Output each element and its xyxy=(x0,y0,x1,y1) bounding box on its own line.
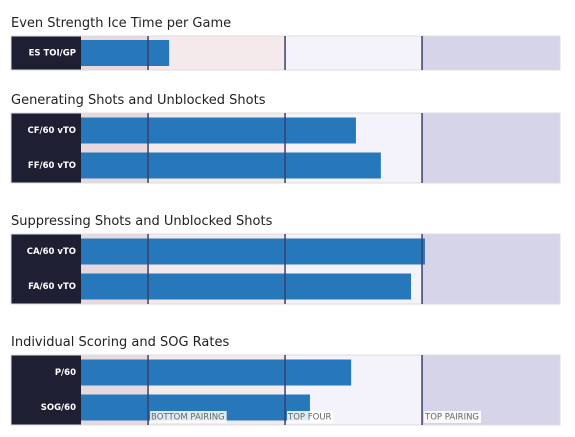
row-label: ES TOI/GP xyxy=(29,49,76,59)
label-column xyxy=(11,36,81,70)
panel-title: Even Strength Ice Time per Game xyxy=(11,16,231,31)
label-column xyxy=(11,355,81,425)
tier-label: BOTTOM PAIRING xyxy=(151,413,225,423)
tier-band xyxy=(148,36,286,70)
bar xyxy=(81,359,352,386)
row-label: CA/60 vTO xyxy=(27,247,76,257)
bar xyxy=(81,238,425,265)
tier-band xyxy=(422,234,560,304)
tier-band xyxy=(422,36,560,70)
bar xyxy=(81,273,412,300)
row-label: P/60 xyxy=(55,368,76,378)
tier-label-bg xyxy=(287,411,334,423)
tier-label: TOP PAIRING xyxy=(424,413,479,423)
panel-title: Individual Scoring and SOG Rates xyxy=(11,335,229,350)
label-column xyxy=(11,234,81,304)
tier-band xyxy=(285,36,423,70)
panel-title: Suppressing Shots and Unblocked Shots xyxy=(11,214,273,229)
tier-band xyxy=(422,113,560,183)
bar xyxy=(81,152,381,179)
tier-label-bg xyxy=(424,411,482,423)
row-label: CF/60 vTO xyxy=(27,126,76,136)
bar xyxy=(81,40,170,66)
bar xyxy=(81,117,356,144)
tier-label-bg xyxy=(150,411,227,423)
row-label: FF/60 vTO xyxy=(28,161,76,171)
tier-label: TOP FOUR xyxy=(287,413,332,423)
label-column xyxy=(11,113,81,183)
row-label: FA/60 vTO xyxy=(28,282,76,292)
row-label: SOG/60 xyxy=(41,403,76,413)
panel-title: Generating Shots and Unblocked Shots xyxy=(11,93,266,108)
